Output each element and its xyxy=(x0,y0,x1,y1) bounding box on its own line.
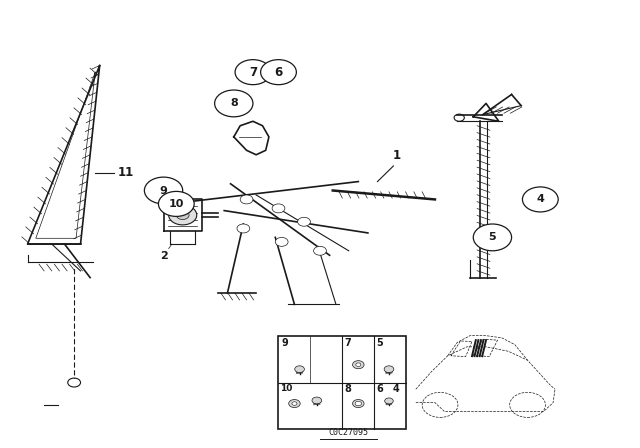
Circle shape xyxy=(353,361,364,369)
Circle shape xyxy=(176,211,189,220)
Circle shape xyxy=(68,378,81,387)
Text: 11: 11 xyxy=(118,166,134,179)
Text: 6: 6 xyxy=(275,66,283,79)
Text: 7: 7 xyxy=(344,338,351,348)
Text: 2: 2 xyxy=(159,251,168,261)
Text: 9: 9 xyxy=(282,338,289,348)
Circle shape xyxy=(292,402,297,405)
Circle shape xyxy=(169,205,196,225)
Text: 10: 10 xyxy=(280,384,292,393)
Circle shape xyxy=(289,400,300,408)
Circle shape xyxy=(356,363,361,366)
Circle shape xyxy=(353,400,364,408)
Circle shape xyxy=(240,195,253,204)
Circle shape xyxy=(275,237,288,246)
Circle shape xyxy=(159,191,194,216)
Circle shape xyxy=(237,224,250,233)
Text: 5: 5 xyxy=(376,338,383,348)
Text: 7: 7 xyxy=(249,66,257,79)
Circle shape xyxy=(235,60,271,85)
Circle shape xyxy=(145,177,182,204)
Circle shape xyxy=(454,114,465,121)
Circle shape xyxy=(355,401,362,406)
Circle shape xyxy=(295,366,305,373)
Circle shape xyxy=(314,246,326,255)
Circle shape xyxy=(214,90,253,117)
Circle shape xyxy=(272,204,285,213)
Circle shape xyxy=(312,397,322,404)
Bar xyxy=(278,336,406,430)
Text: 3: 3 xyxy=(530,189,538,202)
Circle shape xyxy=(298,217,310,226)
Circle shape xyxy=(260,60,296,85)
Text: 4: 4 xyxy=(536,194,544,204)
Text: 9: 9 xyxy=(159,185,168,195)
Text: 6: 6 xyxy=(376,384,383,394)
Circle shape xyxy=(473,224,511,251)
Text: 10: 10 xyxy=(168,199,184,209)
Circle shape xyxy=(384,366,394,373)
Text: 4: 4 xyxy=(393,384,399,394)
Text: 1: 1 xyxy=(392,149,401,162)
Text: 5: 5 xyxy=(488,233,496,242)
Text: 8: 8 xyxy=(230,99,237,108)
Text: 8: 8 xyxy=(344,384,351,394)
Circle shape xyxy=(522,187,558,212)
Text: C0C27095: C0C27095 xyxy=(329,428,369,438)
Circle shape xyxy=(385,398,393,404)
